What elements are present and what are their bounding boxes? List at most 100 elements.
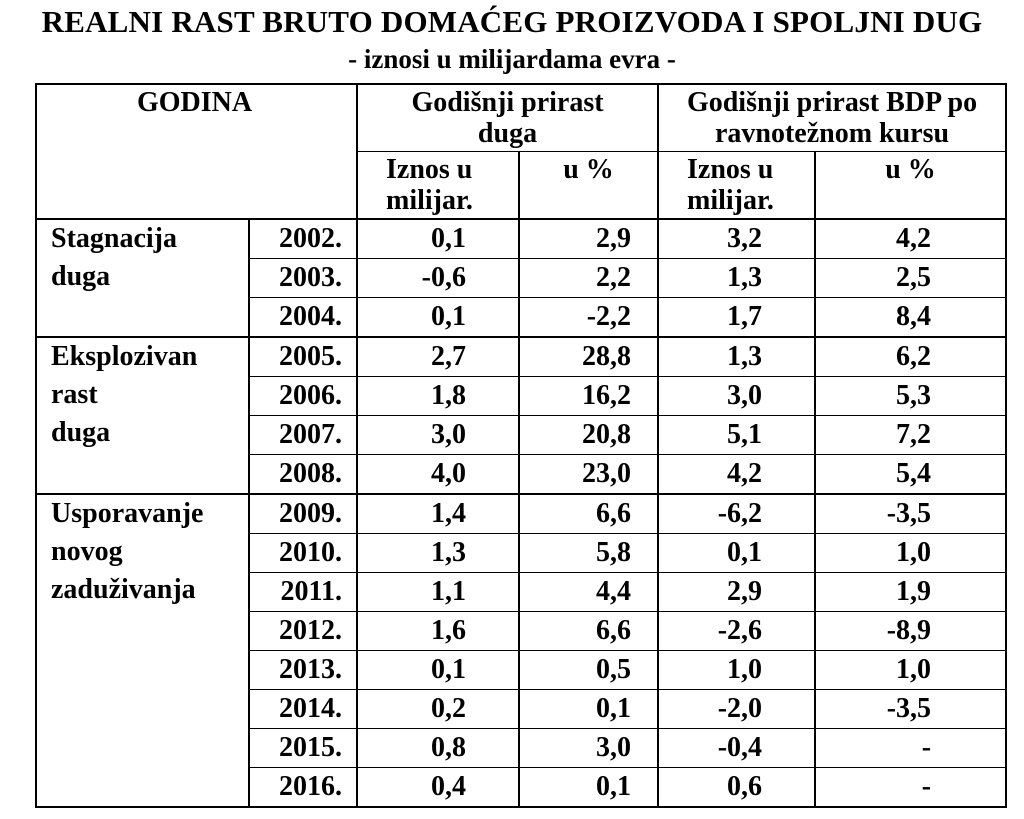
header-gdp-pct: u % xyxy=(814,151,1008,219)
debt-pct-cell: 16,2 xyxy=(517,376,660,416)
gdp-amount-cell: 5,1 xyxy=(657,415,817,455)
header-debt-pct: u % xyxy=(517,151,660,219)
debt-amount-cell: 1,6 xyxy=(356,611,520,651)
year-cell: 2015. xyxy=(248,728,358,768)
gdp-pct-cell: -8,9 xyxy=(814,611,1008,651)
year-cell: 2006. xyxy=(248,376,358,416)
debt-amount-cell: 0,2 xyxy=(356,689,520,729)
header-godina: GODINA xyxy=(35,83,358,219)
gdp-amount-cell: 1,7 xyxy=(657,297,817,337)
gdp-amount-cell: 3,0 xyxy=(657,376,817,416)
year-cell: 2013. xyxy=(248,650,358,690)
table-row: 2006. 1,8 16,2 3,0 5,3 xyxy=(36,376,1008,416)
debt-amount-cell: 1,4 xyxy=(356,493,520,534)
table-row: 2003. -0,6 2,2 1,3 2,5 xyxy=(36,258,1008,298)
debt-pct-cell: 2,9 xyxy=(517,218,660,259)
table-row: Stagnacija duga 2002. 0,1 2,9 3,2 4,2 xyxy=(35,218,1008,338)
group-label: Eksplozivan rast duga xyxy=(35,336,250,495)
table-row: 2010. 1,3 5,8 0,1 1,0 xyxy=(36,533,1008,573)
table-row: 2004. 0,1 -2,2 1,7 8,4 xyxy=(36,297,1008,337)
table-row: Usporavanje novog zaduživanja 2009. 1,4 6,6 -6… xyxy=(35,493,1008,808)
debt-amount-cell: 0,1 xyxy=(356,650,520,690)
gdp-amount-cell: 0,6 xyxy=(657,767,817,808)
gdp-amount-cell: 0,1 xyxy=(657,533,817,573)
table-row: 2008. 4,0 23,0 4,2 5,4 xyxy=(36,454,1008,494)
table-row: 2011. 1,1 4,4 2,9 1,9 xyxy=(36,572,1008,612)
gdp-pct-cell: 1,9 xyxy=(814,572,1008,612)
debt-pct-cell: 3,0 xyxy=(517,728,660,768)
gdp-amount-cell: 1,0 xyxy=(657,650,817,690)
debt-pct-cell: 0,1 xyxy=(517,767,660,808)
debt-amount-cell: 0,1 xyxy=(356,218,520,259)
year-cell: 2008. xyxy=(248,454,358,494)
debt-amount-cell: -0,6 xyxy=(356,258,520,298)
year-cell: 2016. xyxy=(248,767,358,808)
year-cell: 2003. xyxy=(248,258,358,298)
debt-pct-cell: 5,8 xyxy=(517,533,660,573)
gdp-amount-cell: 2,9 xyxy=(657,572,817,612)
gdp-amount-cell: -2,0 xyxy=(657,689,817,729)
debt-amount-cell: 1,8 xyxy=(356,376,520,416)
table-row: Eksplozivan rast duga 2005. 2,7 28,8 1,3 6,2 xyxy=(35,336,1008,495)
header-gdp-growth: Godišnji prirast BDP po ravnotežnom kurs… xyxy=(657,83,1008,152)
gdp-pct-cell: 2,5 xyxy=(814,258,1008,298)
gdp-pct-cell: -3,5 xyxy=(814,493,1008,534)
header-gdp-amount: Iznos u milijar. xyxy=(657,151,817,219)
year-cell: 2009. xyxy=(248,493,358,534)
gdp-amount-cell: 4,2 xyxy=(657,454,817,494)
year-cell: 2007. xyxy=(248,415,358,455)
table-row: 2012. 1,6 6,6 -2,6 -8,9 xyxy=(36,611,1008,651)
year-cell: 2012. xyxy=(248,611,358,651)
group-label: Stagnacija duga xyxy=(35,218,250,338)
year-cell: 2002. xyxy=(248,218,358,259)
gdp-pct-cell: 6,2 xyxy=(814,336,1008,377)
year-cell: 2004. xyxy=(248,297,358,337)
header-debt-amount: Iznos u milijar. xyxy=(356,151,520,219)
debt-pct-cell: 6,6 xyxy=(517,611,660,651)
gdp-pct-cell: - xyxy=(814,767,1008,808)
debt-pct-cell: 0,1 xyxy=(517,689,660,729)
gdp-pct-cell: 5,4 xyxy=(814,454,1008,494)
table-body: Stagnacija duga 2002. 0,1 2,9 3,2 4,2 2003. -0,6… xyxy=(35,218,1008,808)
debt-pct-cell: 6,6 xyxy=(517,493,660,534)
gdp-amount-cell: 1,3 xyxy=(657,258,817,298)
gdp-pct-cell: -3,5 xyxy=(814,689,1008,729)
gdp-pct-cell: - xyxy=(814,728,1008,768)
year-cell: 2014. xyxy=(248,689,358,729)
gdp-amount-cell: -0,4 xyxy=(657,728,817,768)
debt-amount-cell: 1,3 xyxy=(356,533,520,573)
header-debt-growth: Godišnji prirast duga xyxy=(355,83,660,152)
debt-pct-cell: 4,4 xyxy=(517,572,660,612)
debt-amount-cell: 3,0 xyxy=(356,415,520,455)
gdp-amount-cell: -2,6 xyxy=(657,611,817,651)
debt-amount-cell: 0,1 xyxy=(356,297,520,337)
gdp-pct-cell: 1,0 xyxy=(814,533,1008,573)
year-cell: 2005. xyxy=(248,336,358,377)
data-table: GODINA Godišnji prirast duga Godišnji pr… xyxy=(35,83,1008,808)
debt-pct-cell: -2,2 xyxy=(517,297,660,337)
debt-amount-cell: 2,7 xyxy=(356,336,520,377)
year-cell: 2010. xyxy=(248,533,358,573)
gdp-amount-cell: 1,3 xyxy=(657,336,817,377)
debt-amount-cell: 4,0 xyxy=(356,454,520,494)
gdp-amount-cell: 3,2 xyxy=(657,218,817,259)
table-row: 2016. 0,4 0,1 0,6- xyxy=(36,767,1008,808)
debt-amount-cell: 1,1 xyxy=(356,572,520,612)
table-row: 2015. 0,8 3,0 -0,4- xyxy=(36,728,1008,768)
debt-pct-cell: 28,8 xyxy=(517,336,660,377)
gdp-pct-cell: 8,4 xyxy=(814,297,1008,337)
page-title: REALNI RAST BRUTO DOMAĆEG PROIZVODA I SP… xyxy=(41,4,983,39)
debt-pct-cell: 0,5 xyxy=(517,650,660,690)
gdp-pct-cell: 5,3 xyxy=(814,376,1008,416)
gdp-pct-cell: 4,2 xyxy=(814,218,1008,259)
year-cell: 2011. xyxy=(248,572,358,612)
debt-pct-cell: 2,2 xyxy=(517,258,660,298)
debt-amount-cell: 0,4 xyxy=(356,767,520,808)
debt-pct-cell: 23,0 xyxy=(517,454,660,494)
gdp-pct-cell: 1,0 xyxy=(814,650,1008,690)
debt-amount-cell: 0,8 xyxy=(356,728,520,768)
table-row: 2013. 0,1 0,5 1,0 1,0 xyxy=(36,650,1008,690)
page-subtitle: - iznosi u milijardama evra - xyxy=(348,44,676,74)
table-row: 2007. 3,0 20,8 5,1 7,2 xyxy=(36,415,1008,455)
group-label: Usporavanje novog zaduživanja xyxy=(35,493,250,808)
